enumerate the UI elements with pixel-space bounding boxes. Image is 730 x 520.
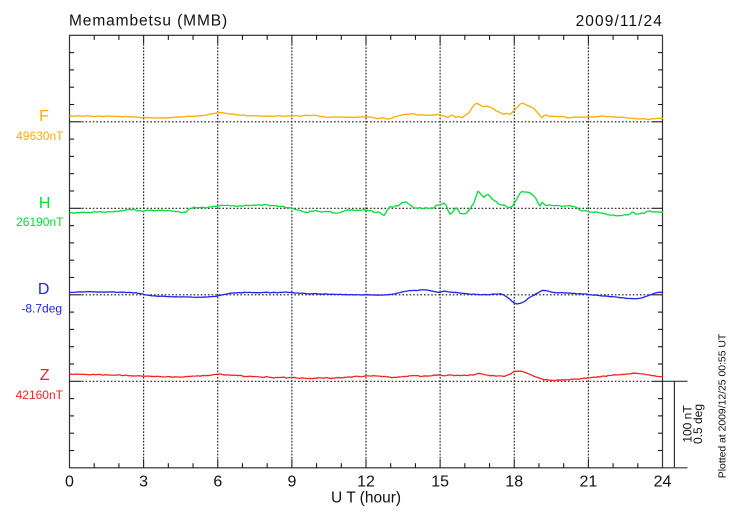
svg-text:0: 0 xyxy=(65,474,74,491)
svg-text:9: 9 xyxy=(287,474,296,491)
svg-text:24: 24 xyxy=(654,474,672,491)
svg-text:0.5 deg: 0.5 deg xyxy=(691,404,705,444)
svg-text:U T (hour): U T (hour) xyxy=(331,490,401,507)
svg-text:-8.7deg: -8.7deg xyxy=(21,302,62,316)
svg-text:D: D xyxy=(38,281,50,298)
svg-text:H: H xyxy=(39,195,51,212)
svg-text:12: 12 xyxy=(357,474,375,491)
svg-text:Z: Z xyxy=(40,367,50,384)
svg-text:2009/11/24: 2009/11/24 xyxy=(576,13,663,30)
svg-text:42160nT: 42160nT xyxy=(16,388,64,402)
svg-text:18: 18 xyxy=(505,474,523,491)
svg-text:15: 15 xyxy=(431,474,449,491)
svg-text:F: F xyxy=(39,108,49,125)
svg-text:49630nT: 49630nT xyxy=(16,129,64,143)
svg-text:Plotted at 2009/12/25 00:55 UT: Plotted at 2009/12/25 00:55 UT xyxy=(718,333,729,478)
svg-text:6: 6 xyxy=(213,474,222,491)
svg-text:100 nT: 100 nT xyxy=(681,405,695,443)
svg-text:26190nT: 26190nT xyxy=(16,215,64,229)
svg-text:Memambetsu (MMB): Memambetsu (MMB) xyxy=(69,13,228,30)
svg-text:21: 21 xyxy=(580,474,598,491)
svg-text:3: 3 xyxy=(139,474,148,491)
